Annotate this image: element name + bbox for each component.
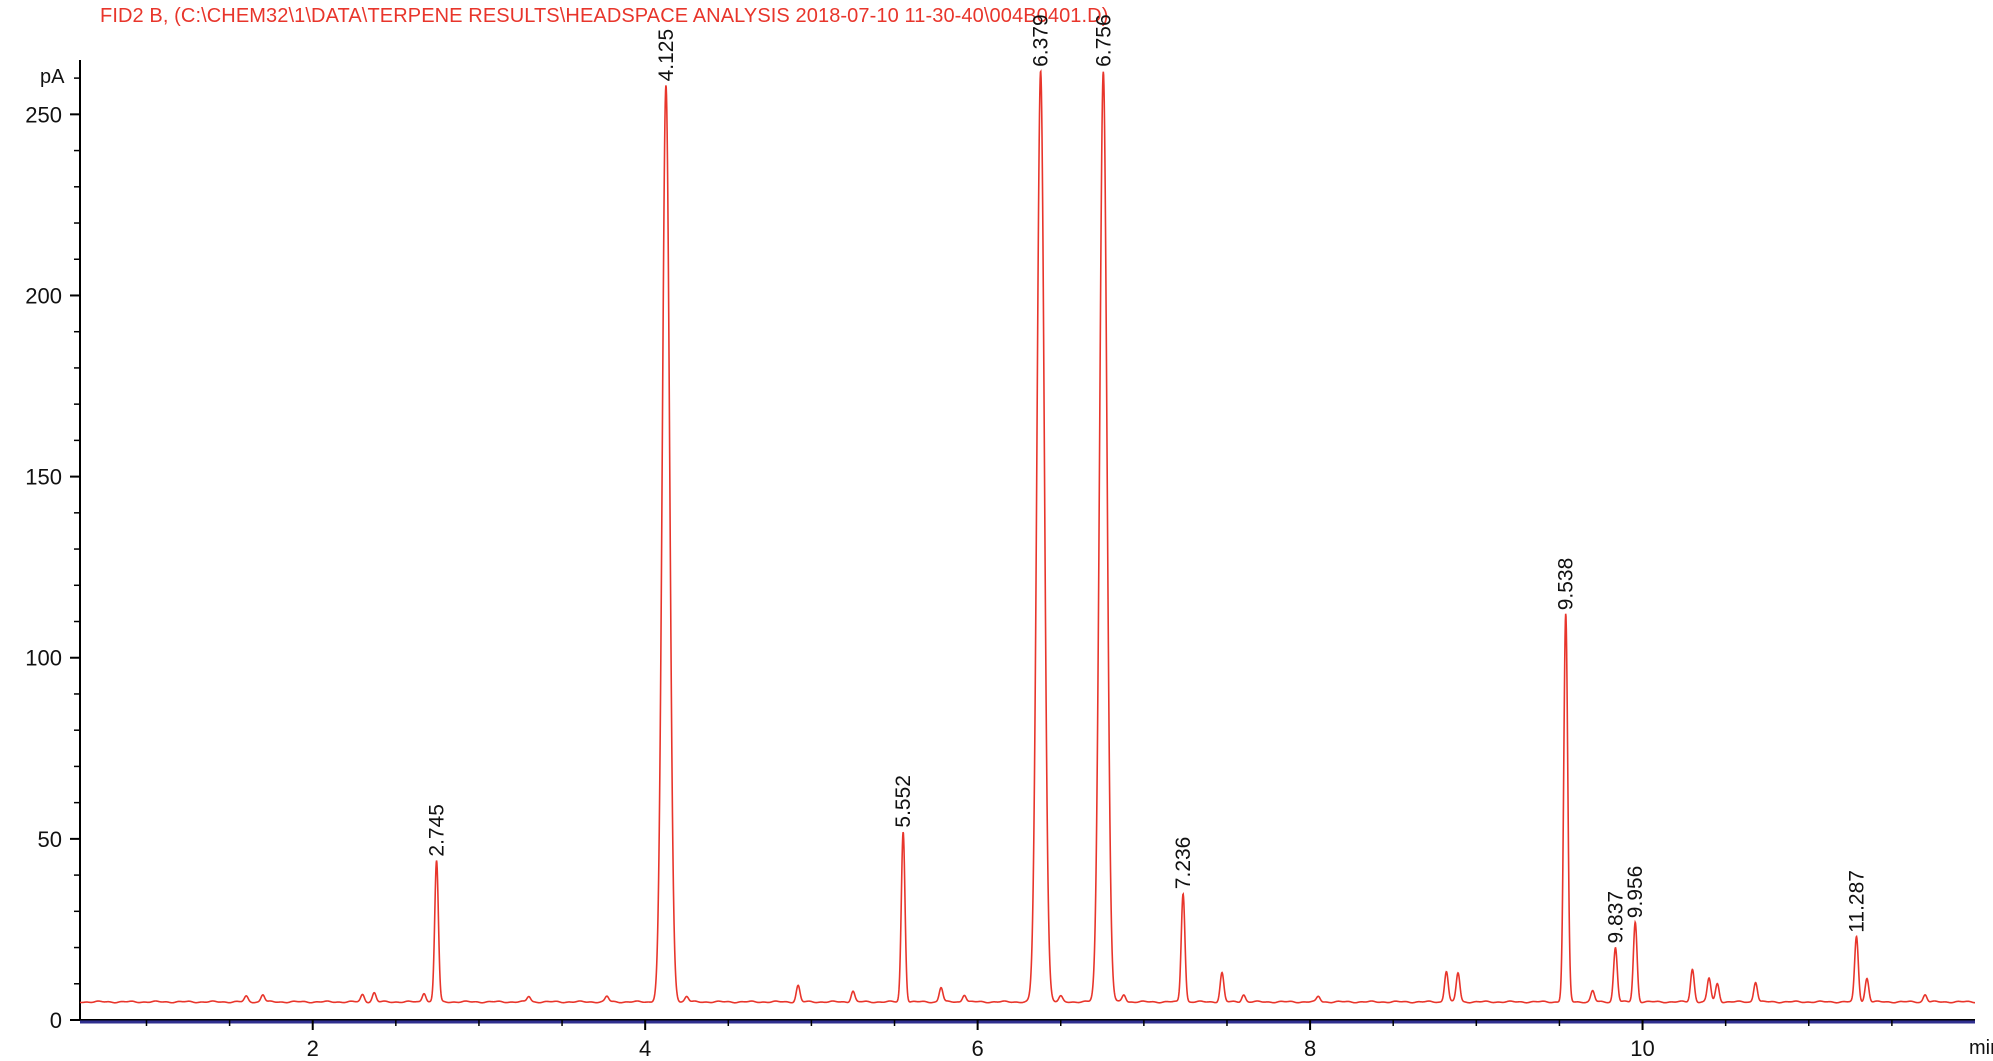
y-tick-label: 0 [50,1008,62,1033]
y-tick-label: 200 [25,283,62,308]
x-axis-label: min [1969,1037,1993,1059]
y-tick-label: 150 [25,465,62,490]
peak-label: 6.756 [1092,14,1115,67]
peak-label: 4.125 [655,29,678,82]
peak-label: 6.379 [1030,14,1053,67]
axes: pA min [40,60,1993,1059]
x-tick-label: 2 [307,1036,319,1061]
y-tick-label: 100 [25,646,62,671]
tick-group: 0 50 100 150 200 250 2 4 6 8 10 [25,77,1893,1061]
x-tick-label: 8 [1304,1036,1316,1061]
peak-label: 2.745 [426,804,449,857]
peak-label: 5.552 [892,775,915,828]
peak-label: 9.956 [1624,866,1647,919]
chart-title: FID2 B, (C:\CHEM32\1\DATA\TERPENE RESULT… [100,5,1109,27]
x-tick-label: 4 [639,1036,651,1061]
chromatogram-trace [79,69,1976,1004]
peak-label: 9.538 [1555,558,1578,611]
peak-label-group: 2.745 4.125 5.552 6.379 6.756 7.236 9.538 9.837… [426,14,1869,943]
y-tick-label: 250 [25,102,62,127]
x-tick-label: 6 [972,1036,984,1061]
peak-label: 11.287 [1846,870,1869,933]
x-tick-label: 10 [1630,1036,1654,1061]
peak-label: 7.236 [1172,837,1195,890]
y-axis-label: pA [40,66,65,88]
peak-label: 9.837 [1604,891,1627,944]
y-tick-label: 50 [38,827,62,852]
